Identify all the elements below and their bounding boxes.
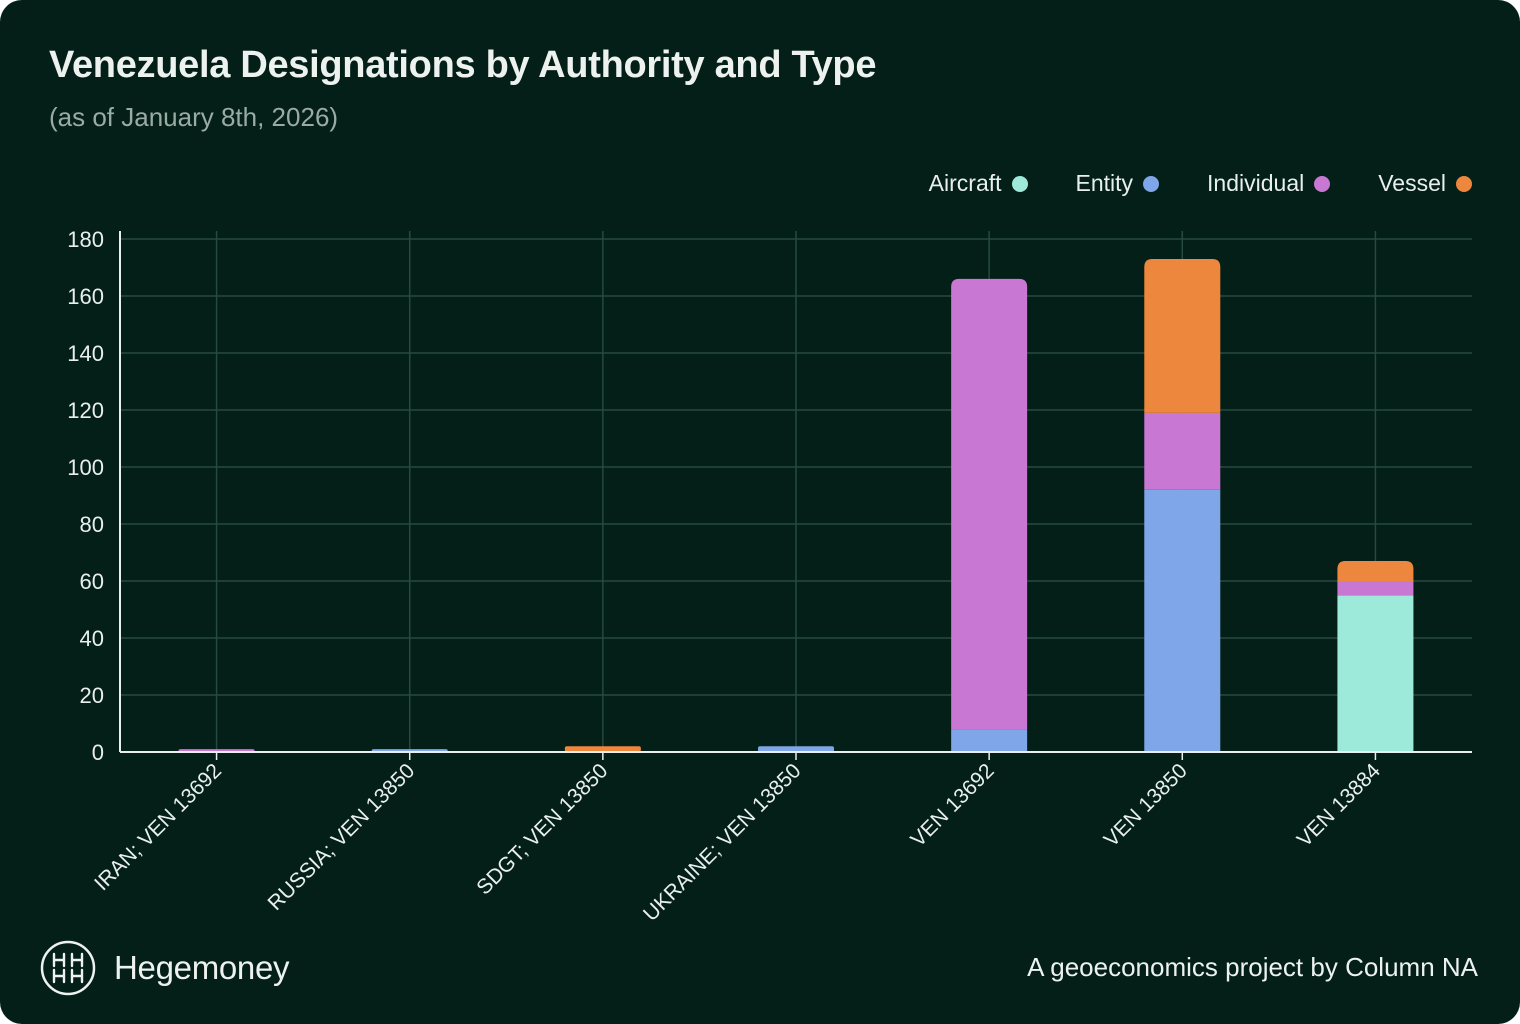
y-tick-label: 180 [67, 227, 104, 252]
bar-aircraft[interactable] [1337, 595, 1414, 752]
legend-item-aircraft[interactable]: Aircraft [929, 170, 1028, 197]
legend-label-individual: Individual [1207, 170, 1305, 196]
bar-individual[interactable] [1337, 581, 1414, 596]
brand-name: Hegemoney [114, 949, 290, 986]
legend: Aircraft Entity Individual Vessel [929, 170, 1472, 197]
axis-layer [119, 231, 1472, 760]
y-tick-label: 40 [80, 626, 104, 651]
legend-dot-entity [1143, 175, 1160, 192]
y-tick-label: 140 [67, 341, 104, 366]
legend-dot-vessel [1456, 175, 1472, 192]
legend-dot-individual [1314, 175, 1331, 192]
x-tick-label: IRAN; VEN 13692 [90, 759, 226, 895]
y-tick-label: 100 [67, 455, 104, 480]
chart-subtitle: (as of January 8th, 2026) [49, 102, 339, 132]
legend-item-entity[interactable]: Entity [1076, 170, 1160, 197]
bars-layer [178, 258, 1414, 752]
legend-label-vessel: Vessel [1378, 170, 1446, 196]
hegemoney-logo-icon [40, 940, 96, 996]
legend-item-individual[interactable]: Individual [1207, 170, 1331, 197]
grid-layer [120, 231, 1472, 752]
bar-vessel[interactable] [1144, 258, 1221, 413]
brand[interactable]: Hegemoney [40, 940, 290, 996]
bar-individual[interactable] [951, 278, 1028, 730]
chart-title: Venezuela Designations by Authority and … [49, 44, 877, 86]
bar-vessel[interactable] [1337, 561, 1414, 581]
y-tick-label: 60 [80, 569, 104, 594]
x-tick-label: RUSSIA; VEN 13850 [263, 759, 419, 915]
credit-text: A geoeconomics project by Column NA [1027, 952, 1478, 982]
legend-label-aircraft: Aircraft [928, 170, 1002, 196]
y-tick-label: 80 [80, 512, 104, 537]
bar-individual[interactable] [1144, 412, 1221, 490]
y-tick-label: 120 [67, 398, 104, 423]
legend-item-vessel[interactable]: Vessel [1378, 170, 1472, 197]
y-tick-label: 160 [67, 284, 104, 309]
bar-entity[interactable] [758, 746, 834, 752]
legend-label-entity: Entity [1075, 170, 1134, 196]
x-tick-label: VEN 13850 [1100, 759, 1192, 851]
bar-entity[interactable] [951, 729, 1028, 752]
y-tick-label: 0 [92, 740, 104, 765]
x-tick-label: SDGT; VEN 13850 [472, 759, 612, 899]
x-tick-label: UKRAINE; VEN 13850 [639, 759, 805, 925]
bar-entity[interactable] [1144, 489, 1221, 752]
x-tick-label: VEN 13884 [1293, 759, 1385, 851]
x-tick-label: VEN 13692 [906, 759, 998, 851]
legend-dot-aircraft [1011, 175, 1028, 192]
y-tick-label: 20 [80, 683, 104, 708]
bar-vessel[interactable] [564, 746, 641, 752]
